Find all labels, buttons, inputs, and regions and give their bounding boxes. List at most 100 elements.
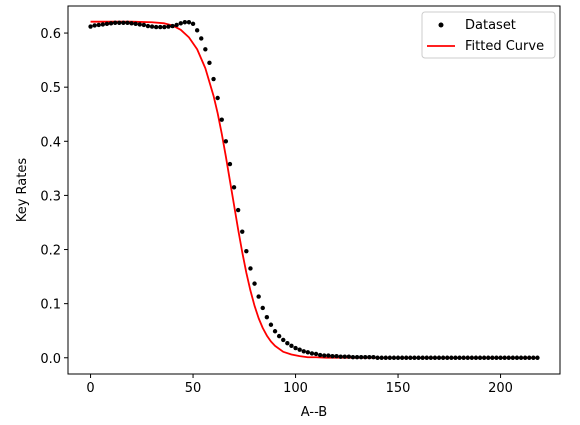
dataset-point: [461, 355, 466, 360]
dataset-point: [186, 20, 192, 25]
dataset-point: [527, 355, 532, 360]
dataset-point: [203, 47, 208, 52]
dataset-point: [252, 281, 257, 286]
y-tick-label: 0.3: [40, 189, 61, 204]
dataset-point: [531, 355, 536, 360]
dataset-point: [449, 355, 454, 360]
dataset-point: [268, 322, 274, 327]
dataset-point: [264, 314, 270, 320]
dataset-point: [260, 305, 265, 311]
dataset-point: [428, 355, 434, 360]
dataset-point: [494, 355, 499, 360]
dataset-point: [158, 24, 163, 30]
dataset-point: [453, 355, 458, 360]
dataset-point: [395, 355, 401, 360]
dataset-point: [240, 229, 245, 234]
dataset-point: [112, 20, 118, 25]
dataset-point: [367, 355, 372, 360]
dataset-point: [518, 355, 524, 360]
legend-dataset-label: Dataset: [465, 18, 516, 33]
dataset-point: [293, 345, 298, 351]
dataset-point: [231, 185, 237, 190]
dataset-point: [194, 28, 200, 33]
dataset-point: [174, 22, 179, 28]
dataset-point: [469, 355, 475, 360]
dataset-point: [334, 353, 339, 359]
dataset-point: [313, 351, 319, 357]
x-axis-ticks: 0 50 100 150 200: [86, 374, 513, 396]
dataset-point: [92, 23, 97, 28]
dataset-point: [445, 355, 450, 360]
dataset-point: [317, 352, 323, 358]
dataset-point: [199, 36, 204, 41]
dataset-point: [117, 20, 122, 25]
y-tick-label: 0.2: [40, 244, 61, 259]
dataset-point: [141, 22, 147, 28]
x-tick-label: 200: [488, 381, 513, 396]
dataset-point: [477, 355, 483, 360]
dataset-point: [137, 22, 142, 27]
dataset-point: [457, 355, 462, 360]
dataset-point: [219, 117, 224, 122]
dataset-point: [408, 355, 413, 360]
dataset-point: [535, 355, 540, 360]
dataset-point: [297, 347, 302, 352]
dataset-point: [326, 353, 331, 358]
dataset-point: [121, 20, 126, 25]
dataset-point: [190, 21, 196, 27]
dataset-point: [166, 24, 171, 29]
dataset-point: [354, 355, 360, 360]
dataset-point: [486, 355, 491, 360]
dataset-point: [129, 21, 134, 26]
dataset-point: [383, 355, 388, 360]
x-tick-label: 150: [386, 381, 411, 396]
dataset-point: [149, 24, 155, 29]
dataset-point: [322, 353, 327, 358]
x-axis-label: A--B: [301, 405, 327, 420]
dataset-point: [371, 355, 376, 360]
dataset-point: [215, 95, 220, 101]
dataset-point: [375, 355, 380, 360]
dataset-point: [182, 20, 188, 25]
x-tick-label: 50: [185, 381, 202, 396]
dataset-point: [330, 353, 335, 359]
dataset-point: [88, 24, 93, 29]
dataset-point: [399, 355, 405, 360]
dataset-point: [358, 355, 364, 360]
x-tick-label: 100: [283, 381, 308, 396]
legend-dataset-marker: [438, 22, 444, 28]
dataset-point: [350, 355, 356, 360]
dataset-point: [387, 355, 393, 360]
dataset-point: [289, 343, 294, 349]
legend-box: [421, 11, 556, 59]
dataset-point: [420, 355, 425, 360]
dataset-point: [510, 355, 516, 360]
dataset-point: [363, 355, 368, 360]
x-tick-label: 0: [86, 381, 94, 396]
dataset-point: [514, 355, 520, 360]
dataset-point: [391, 355, 397, 360]
dataset-point: [248, 266, 253, 271]
dataset-point: [276, 333, 282, 339]
dataset-point: [436, 355, 442, 360]
dataset-point: [133, 21, 138, 27]
dataset-point: [104, 21, 110, 27]
dataset-point: [256, 294, 261, 299]
dataset-point: [412, 355, 417, 360]
dataset-point: [506, 355, 511, 360]
dataset-point: [416, 355, 421, 360]
dataset-point: [223, 139, 229, 144]
dataset-point: [227, 161, 233, 167]
y-tick-label: 0.5: [40, 81, 61, 96]
dataset-point: [207, 60, 212, 66]
dataset-point: [309, 351, 315, 356]
legend-fitted-curve-label: Fitted Curve: [465, 39, 544, 54]
y-tick-label: 0.4: [40, 135, 61, 150]
dataset-point: [178, 21, 183, 26]
dataset-point: [432, 355, 438, 360]
dataset-point: [342, 354, 347, 359]
dataset-point: [301, 349, 306, 354]
dataset-point: [235, 207, 241, 213]
dataset-point: [96, 22, 101, 28]
